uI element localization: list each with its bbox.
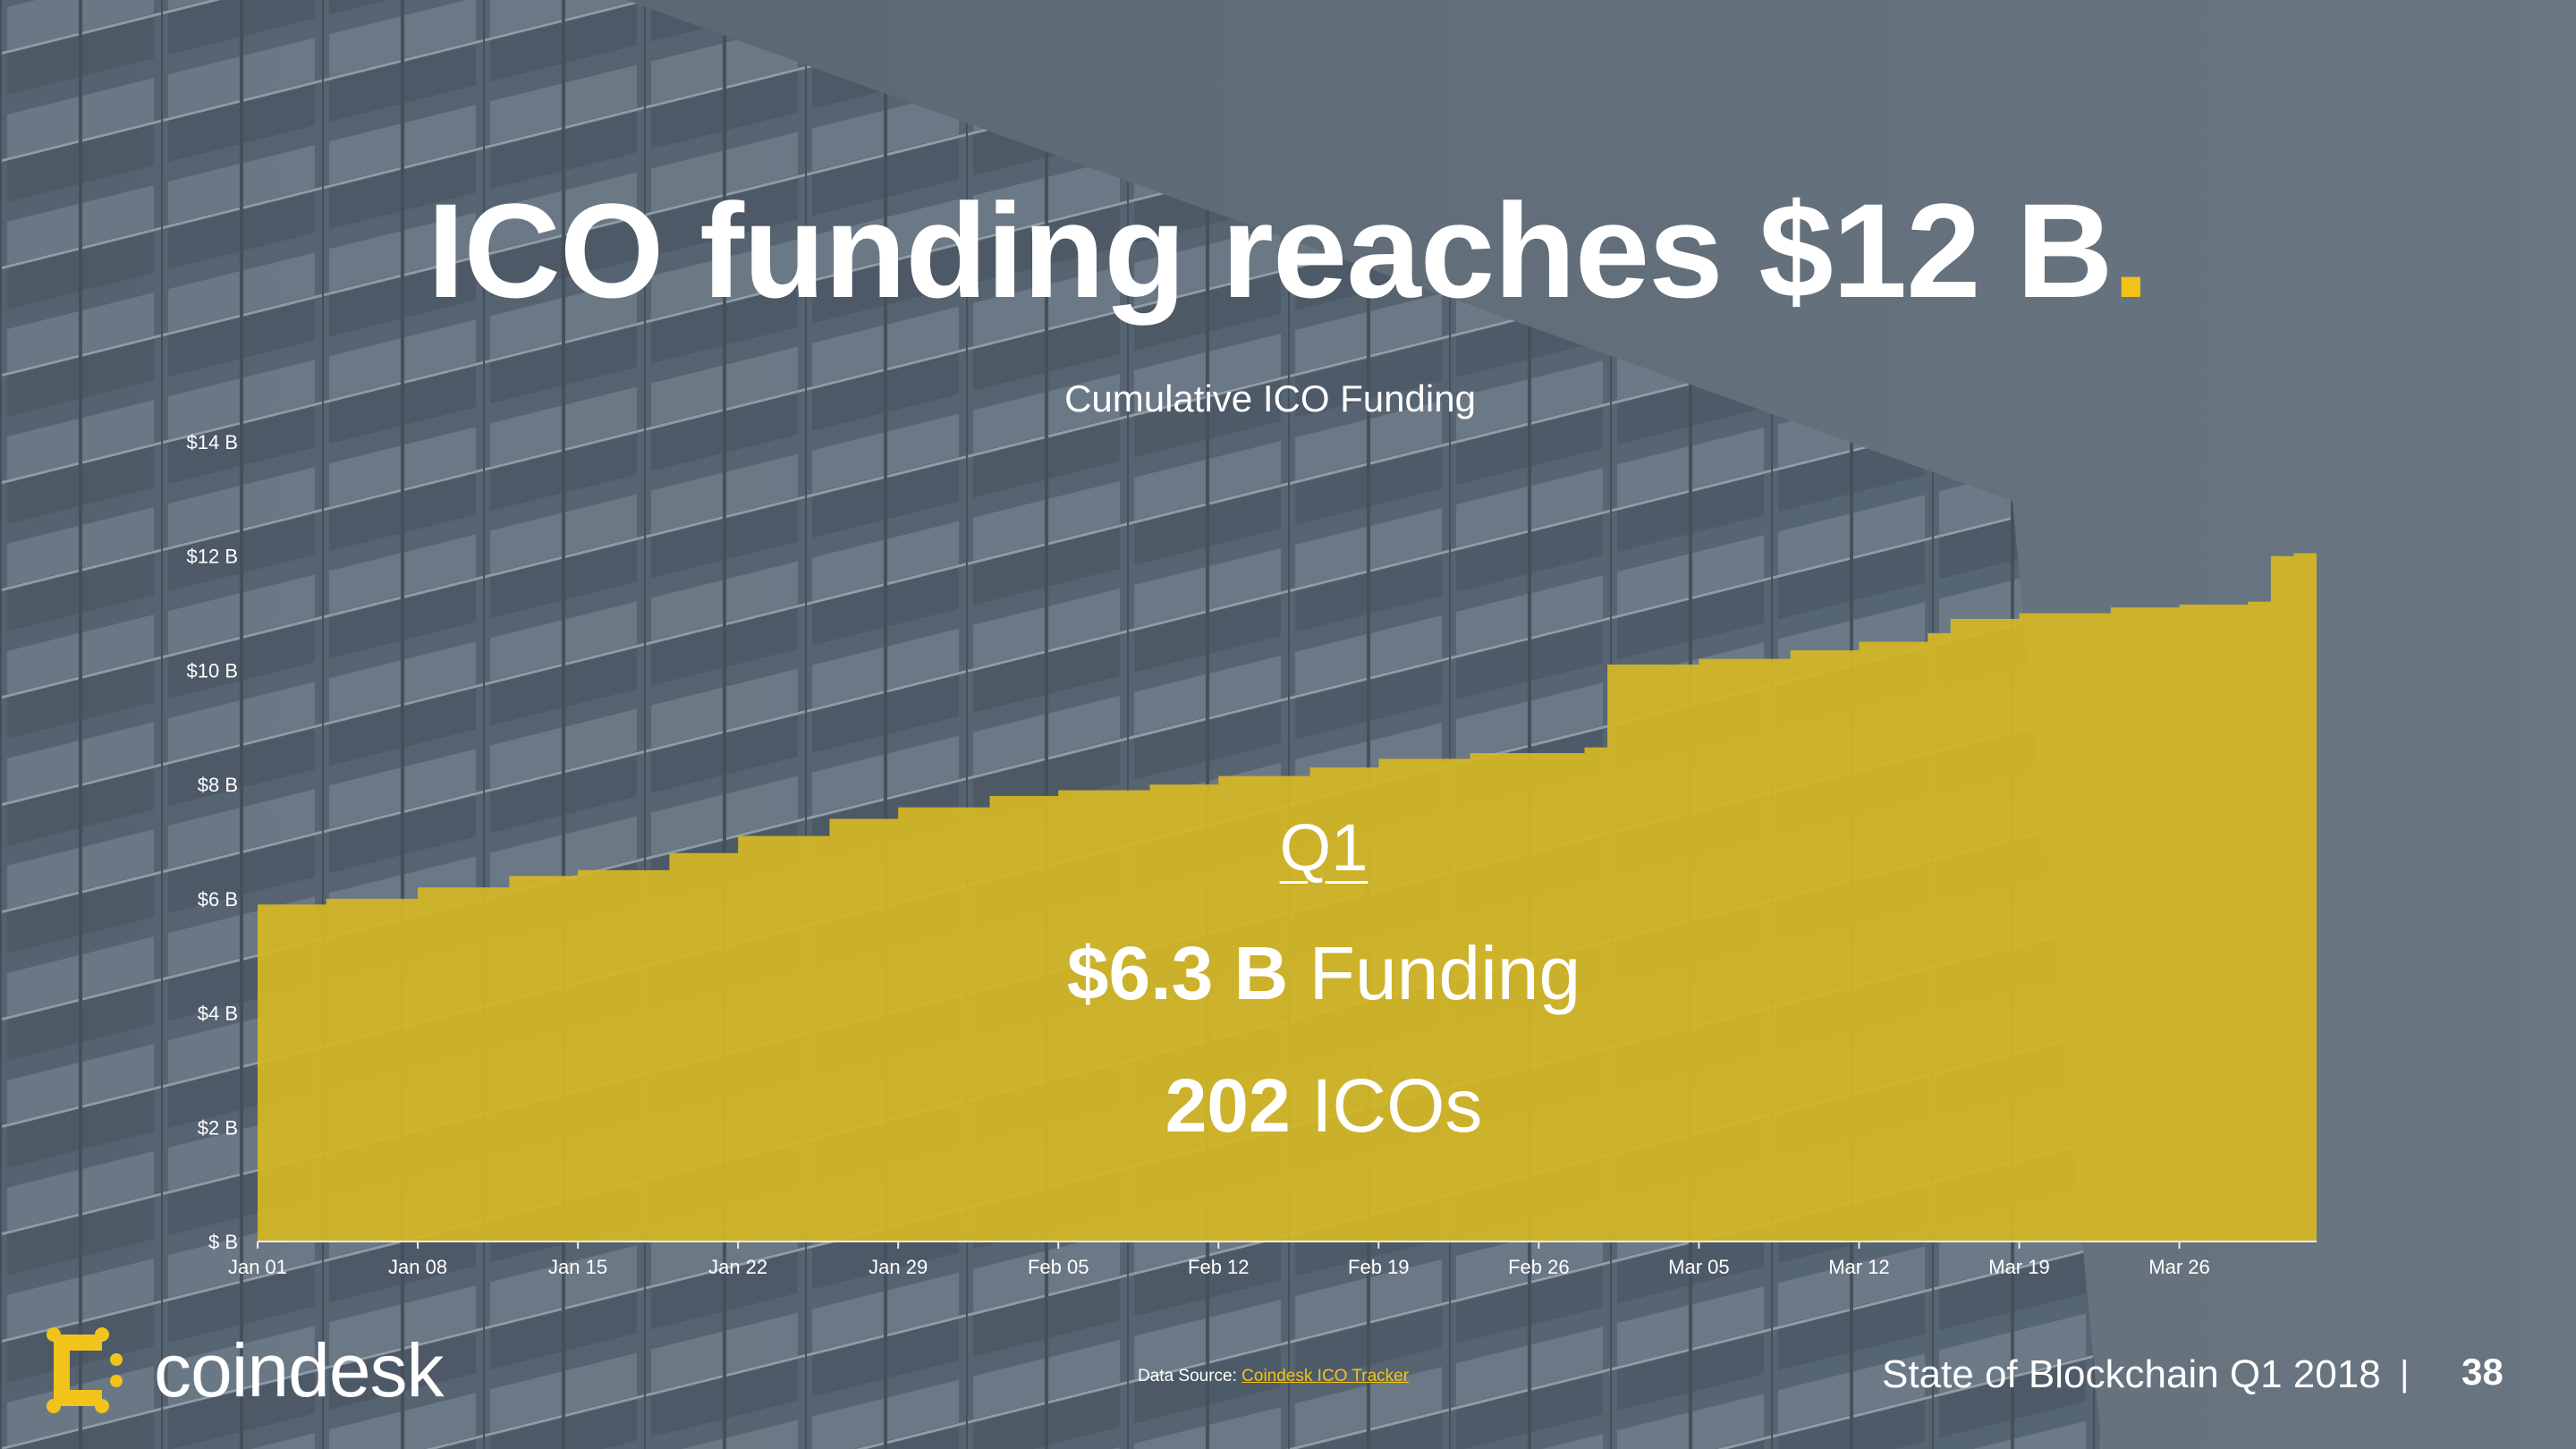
x-tick-label: Jan 15 — [548, 1256, 607, 1278]
funding-text: Funding — [1288, 931, 1581, 1015]
y-tick-label: $10 B — [187, 659, 239, 682]
footer-title: State of Blockchain Q1 2018 — [1882, 1352, 2381, 1396]
tick-label-layer: $ B $2 B $4 B $6 B $8 B $10 B $12 B $14 B Jan 01… — [187, 431, 2210, 1278]
y-tick-label: $6 B — [198, 888, 238, 911]
x-tick-label: Jan 08 — [388, 1256, 447, 1278]
y-tick-label: $4 B — [198, 1003, 238, 1025]
ico-count-value: 202 — [1165, 1063, 1291, 1148]
slide-title: ICO funding reaches $12 B. — [0, 183, 2576, 318]
title-text: ICO funding reaches $12 B — [427, 175, 2114, 326]
funding-callout: $6.3 B Funding — [966, 930, 1682, 1017]
x-tick-label: Mar 05 — [1668, 1256, 1729, 1278]
coindesk-wordmark: coindesk — [154, 1327, 445, 1412]
source-prefix: Data Source: — [1138, 1367, 1242, 1385]
ico-count-text: ICOs — [1290, 1063, 1483, 1148]
x-tick-label: Jan 29 — [869, 1256, 928, 1278]
title-dot: . — [2112, 175, 2150, 326]
x-tick-label: Feb 19 — [1348, 1256, 1410, 1278]
axis-layer — [257, 1241, 2317, 1249]
page-number: 38 — [2462, 1351, 2504, 1393]
x-tick-label: Feb 05 — [1028, 1256, 1089, 1278]
x-tick-label: Feb 12 — [1188, 1256, 1250, 1278]
x-tick-label: Mar 12 — [1828, 1256, 1889, 1278]
x-tick-label: Mar 19 — [1988, 1256, 2049, 1278]
ico-count-callout: 202 ICOs — [966, 1063, 1682, 1149]
source-link[interactable]: Coindesk ICO Tracker — [1241, 1367, 1410, 1385]
funding-area — [258, 553, 2317, 1241]
x-tick-label: Feb 26 — [1508, 1256, 1570, 1278]
y-tick-label: $12 B — [187, 546, 239, 568]
quarter-label: Q1 — [966, 809, 1682, 886]
funding-value: $6.3 B — [1066, 931, 1289, 1015]
coindesk-logo[interactable]: coindesk — [47, 1326, 445, 1415]
x-tick-label: Mar 26 — [2148, 1256, 2209, 1278]
data-source: Data Source: Coindesk ICO Tracker — [1138, 1367, 1409, 1386]
x-tick-label: Jan 22 — [708, 1256, 767, 1278]
y-tick-label: $ B — [208, 1231, 238, 1253]
y-tick-label: $14 B — [187, 431, 239, 453]
quarter-label-text: Q1 — [1279, 810, 1368, 885]
y-tick-label: $2 B — [198, 1116, 238, 1139]
coindesk-logo-icon — [47, 1327, 123, 1413]
footer-separator: | — [2400, 1354, 2410, 1394]
x-tick-label: Jan 01 — [228, 1256, 287, 1278]
chart-title: Cumulative ICO Funding — [1064, 377, 1476, 419]
area-layer — [258, 553, 2317, 1241]
y-tick-label: $8 B — [198, 774, 238, 796]
